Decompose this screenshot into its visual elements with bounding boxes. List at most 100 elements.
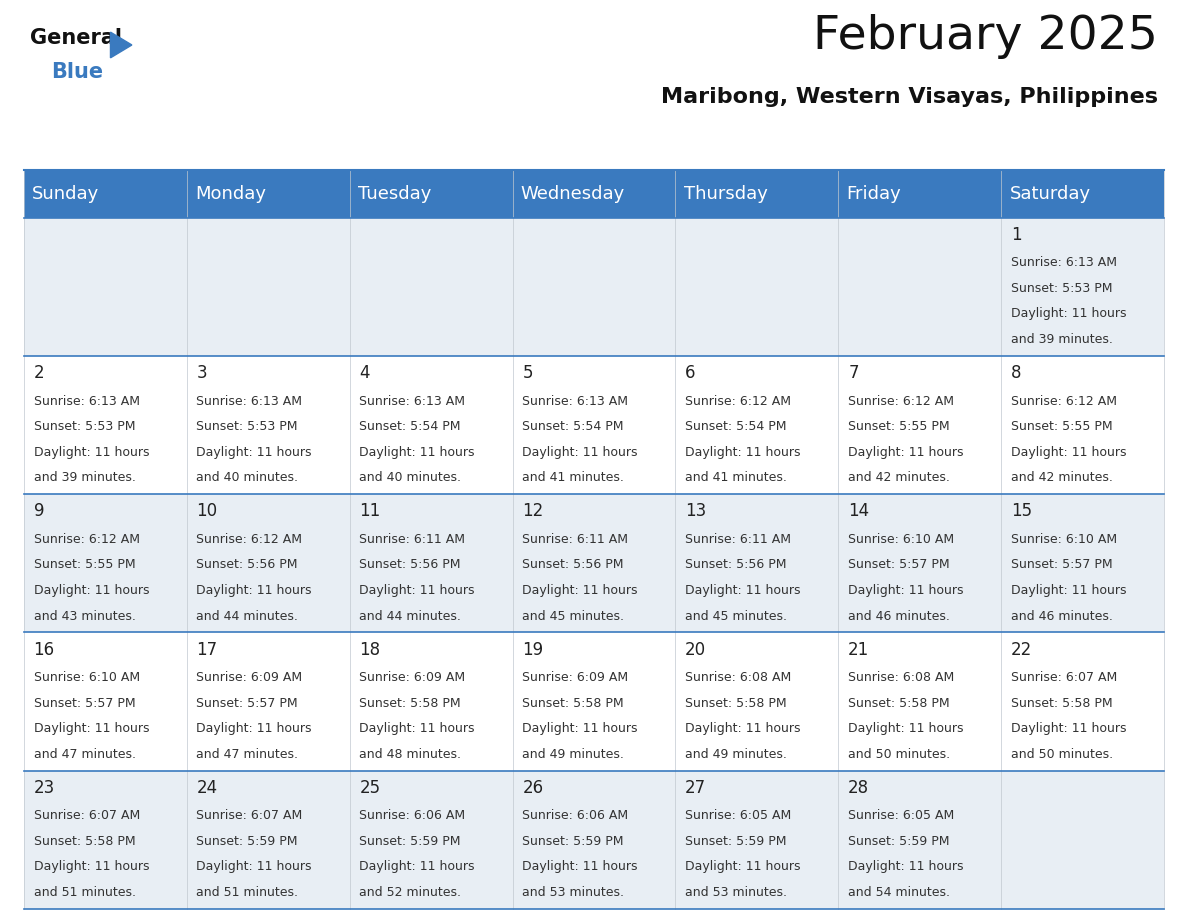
Text: Daylight: 11 hours: Daylight: 11 hours	[1011, 445, 1126, 459]
Text: Sunrise: 6:13 AM: Sunrise: 6:13 AM	[196, 395, 303, 408]
Text: Sunrise: 6:12 AM: Sunrise: 6:12 AM	[196, 532, 303, 546]
Text: and 42 minutes.: and 42 minutes.	[848, 471, 950, 485]
Text: Blue: Blue	[51, 62, 103, 83]
Text: Sunrise: 6:10 AM: Sunrise: 6:10 AM	[848, 532, 954, 546]
Bar	[839, 633, 1001, 770]
Text: Daylight: 11 hours: Daylight: 11 hours	[1011, 722, 1126, 735]
Text: 12: 12	[523, 502, 544, 521]
Bar	[512, 633, 676, 770]
Text: Daylight: 11 hours: Daylight: 11 hours	[523, 722, 638, 735]
Text: Sunset: 5:59 PM: Sunset: 5:59 PM	[523, 834, 624, 848]
Text: Daylight: 11 hours: Daylight: 11 hours	[685, 860, 801, 873]
Text: Sunrise: 6:11 AM: Sunrise: 6:11 AM	[685, 532, 791, 546]
Text: Monday: Monday	[195, 185, 266, 203]
Bar	[676, 770, 839, 909]
Text: Daylight: 11 hours: Daylight: 11 hours	[1011, 308, 1126, 320]
Bar	[24, 494, 187, 633]
Text: and 47 minutes.: and 47 minutes.	[33, 748, 135, 761]
Text: and 46 minutes.: and 46 minutes.	[1011, 610, 1113, 622]
Bar	[676, 356, 839, 494]
Text: Sunrise: 6:09 AM: Sunrise: 6:09 AM	[196, 671, 303, 684]
Text: Sunrise: 6:09 AM: Sunrise: 6:09 AM	[360, 671, 466, 684]
Text: Daylight: 11 hours: Daylight: 11 hours	[685, 584, 801, 597]
Text: and 47 minutes.: and 47 minutes.	[196, 748, 298, 761]
Text: and 44 minutes.: and 44 minutes.	[196, 610, 298, 622]
Text: February 2025: February 2025	[814, 14, 1158, 59]
Text: 14: 14	[848, 502, 870, 521]
Text: Daylight: 11 hours: Daylight: 11 hours	[33, 445, 148, 459]
Text: Daylight: 11 hours: Daylight: 11 hours	[523, 584, 638, 597]
Text: Sunday: Sunday	[32, 185, 99, 203]
Text: Sunrise: 6:08 AM: Sunrise: 6:08 AM	[685, 671, 791, 684]
Bar	[187, 170, 349, 218]
Text: Sunset: 5:56 PM: Sunset: 5:56 PM	[523, 558, 624, 571]
Text: Daylight: 11 hours: Daylight: 11 hours	[523, 860, 638, 873]
Text: Sunrise: 6:10 AM: Sunrise: 6:10 AM	[33, 671, 140, 684]
Text: 24: 24	[196, 778, 217, 797]
Text: Sunrise: 6:10 AM: Sunrise: 6:10 AM	[1011, 532, 1117, 546]
Bar	[676, 494, 839, 633]
Bar	[839, 218, 1001, 356]
Text: and 39 minutes.: and 39 minutes.	[33, 471, 135, 485]
Bar	[676, 633, 839, 770]
Text: Sunset: 5:54 PM: Sunset: 5:54 PM	[685, 420, 786, 433]
Text: and 49 minutes.: and 49 minutes.	[523, 748, 624, 761]
Text: Daylight: 11 hours: Daylight: 11 hours	[196, 445, 312, 459]
Bar	[1001, 633, 1164, 770]
Text: Sunset: 5:54 PM: Sunset: 5:54 PM	[523, 420, 624, 433]
Text: Sunset: 5:58 PM: Sunset: 5:58 PM	[685, 697, 786, 710]
Text: Daylight: 11 hours: Daylight: 11 hours	[1011, 584, 1126, 597]
Text: and 53 minutes.: and 53 minutes.	[685, 886, 788, 899]
Text: Sunrise: 6:13 AM: Sunrise: 6:13 AM	[360, 395, 466, 408]
Text: 5: 5	[523, 364, 532, 382]
Text: Sunrise: 6:08 AM: Sunrise: 6:08 AM	[848, 671, 954, 684]
Text: Sunset: 5:57 PM: Sunset: 5:57 PM	[196, 697, 298, 710]
Text: 16: 16	[33, 641, 55, 658]
Text: Sunset: 5:54 PM: Sunset: 5:54 PM	[360, 420, 461, 433]
Text: 4: 4	[360, 364, 369, 382]
Text: Sunrise: 6:12 AM: Sunrise: 6:12 AM	[1011, 395, 1117, 408]
Text: 20: 20	[685, 641, 707, 658]
Text: Daylight: 11 hours: Daylight: 11 hours	[33, 722, 148, 735]
Text: Daylight: 11 hours: Daylight: 11 hours	[685, 722, 801, 735]
Text: Sunset: 5:57 PM: Sunset: 5:57 PM	[848, 558, 949, 571]
Bar	[1001, 356, 1164, 494]
Bar	[349, 356, 512, 494]
Text: Sunrise: 6:05 AM: Sunrise: 6:05 AM	[848, 810, 954, 823]
Text: Sunrise: 6:12 AM: Sunrise: 6:12 AM	[685, 395, 791, 408]
Text: Sunrise: 6:13 AM: Sunrise: 6:13 AM	[1011, 256, 1117, 269]
Bar	[349, 633, 512, 770]
Text: Sunset: 5:58 PM: Sunset: 5:58 PM	[33, 834, 135, 848]
Text: General: General	[30, 28, 121, 48]
Text: 21: 21	[848, 641, 870, 658]
Bar	[512, 218, 676, 356]
Text: Wednesday: Wednesday	[520, 185, 625, 203]
Bar	[24, 356, 187, 494]
Bar	[839, 170, 1001, 218]
Text: and 40 minutes.: and 40 minutes.	[196, 471, 298, 485]
Bar	[676, 170, 839, 218]
Text: 28: 28	[848, 778, 870, 797]
Text: Daylight: 11 hours: Daylight: 11 hours	[848, 860, 963, 873]
Text: and 40 minutes.: and 40 minutes.	[360, 471, 461, 485]
Text: Sunset: 5:59 PM: Sunset: 5:59 PM	[360, 834, 461, 848]
Text: Sunset: 5:56 PM: Sunset: 5:56 PM	[360, 558, 461, 571]
Text: 2: 2	[33, 364, 44, 382]
Text: Saturday: Saturday	[1010, 185, 1091, 203]
Text: Sunrise: 6:13 AM: Sunrise: 6:13 AM	[33, 395, 139, 408]
Text: Daylight: 11 hours: Daylight: 11 hours	[196, 860, 312, 873]
Text: 26: 26	[523, 778, 543, 797]
Text: 11: 11	[360, 502, 380, 521]
Text: 19: 19	[523, 641, 543, 658]
Text: and 48 minutes.: and 48 minutes.	[360, 748, 461, 761]
Text: Daylight: 11 hours: Daylight: 11 hours	[33, 584, 148, 597]
Bar	[512, 770, 676, 909]
Text: and 51 minutes.: and 51 minutes.	[196, 886, 298, 899]
Text: Daylight: 11 hours: Daylight: 11 hours	[848, 722, 963, 735]
Text: Daylight: 11 hours: Daylight: 11 hours	[360, 722, 475, 735]
Bar	[1001, 218, 1164, 356]
Text: Sunset: 5:53 PM: Sunset: 5:53 PM	[33, 420, 135, 433]
Bar	[839, 770, 1001, 909]
Text: Tuesday: Tuesday	[358, 185, 431, 203]
Bar	[512, 356, 676, 494]
